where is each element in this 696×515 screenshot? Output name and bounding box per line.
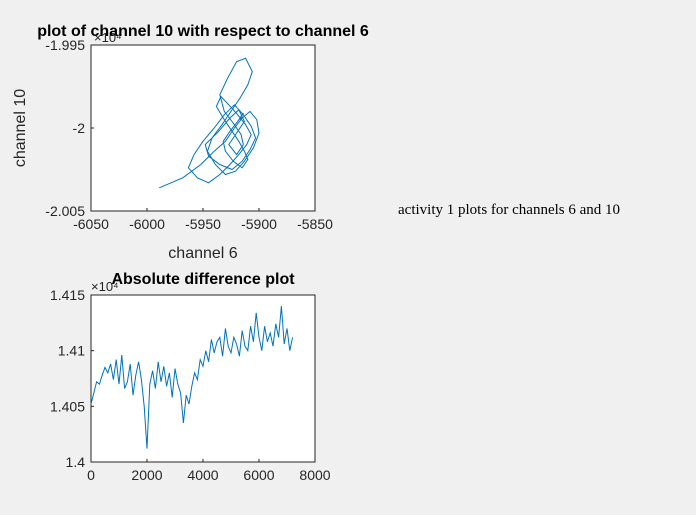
plot-1-series-line [159,57,260,189]
plot-1-y-tick-label: -1.995 [45,37,85,53]
plot-1: -6050 -6000 -5950 -5900 -5850-2.005-2-1.995 … [12,23,369,262]
plot-1-ticks: -6050 -6000 -5950 -5900 -5850 -2.005 -2 -1.995 [45,37,333,232]
plot-1-y-tick-label: -2.005 [45,203,85,219]
plot-1-x-tick-label: -6000 [129,216,165,232]
plot-2-x-tick-label: 0 [87,467,95,483]
plot-1-title: plot of channel 10 with respect to chann… [37,23,369,40]
plot-1-x-tick-label: -5850 [297,216,333,232]
plot-2-title: Absolute difference plot [111,271,295,288]
plot-2-series-line [90,306,294,449]
plot-2-y-tick-label: 1.405 [50,398,85,414]
plot-1-y-tick-label: -2 [73,120,86,136]
plot-2-x-tick-label: 4000 [187,467,218,483]
plot-1-x-tick-label: -5900 [241,216,277,232]
plot-2-y-exponent: ×10⁴ [91,279,119,294]
plot-1-y-label: channel 10 [12,89,29,167]
plot-2-x-tick-label: 8000 [299,467,330,483]
plot-2-axes-box [90,294,316,463]
figure-annotation: activity 1 plots for channels 6 and 10 [398,202,621,218]
plot-2-y-tick-label: 1.41 [58,343,85,359]
plot-1-x-label: channel 6 [168,245,237,262]
plot-2-x-tick-label: 6000 [243,467,274,483]
plot-2-ticks: 0 2000 4000 6000 8000 1.4 1.405 1.41 1.415 [50,287,331,483]
plot-2-y-tick-label: 1.4 [66,454,86,470]
plot-1-axes-box [90,44,316,212]
plot-1-x-tick-label: -6050 [73,216,109,232]
plot-1-y-exponent: ×10⁴ [94,30,122,45]
plot-1-x-tick-label: -5950 [185,216,221,232]
plot-2-x-tick-label: 2000 [131,467,162,483]
plot-2-y-tick-label: 1.415 [50,287,85,303]
